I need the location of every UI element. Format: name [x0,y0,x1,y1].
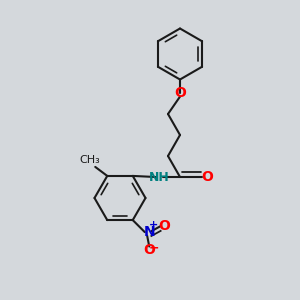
Text: O: O [143,243,155,257]
Text: NH: NH [148,170,170,184]
Text: CH₃: CH₃ [80,155,100,165]
Text: N: N [143,225,155,239]
Text: +: + [148,220,158,230]
Text: O: O [174,86,186,100]
Text: O: O [158,219,170,233]
Text: O: O [201,170,213,184]
Text: −: − [149,241,159,254]
